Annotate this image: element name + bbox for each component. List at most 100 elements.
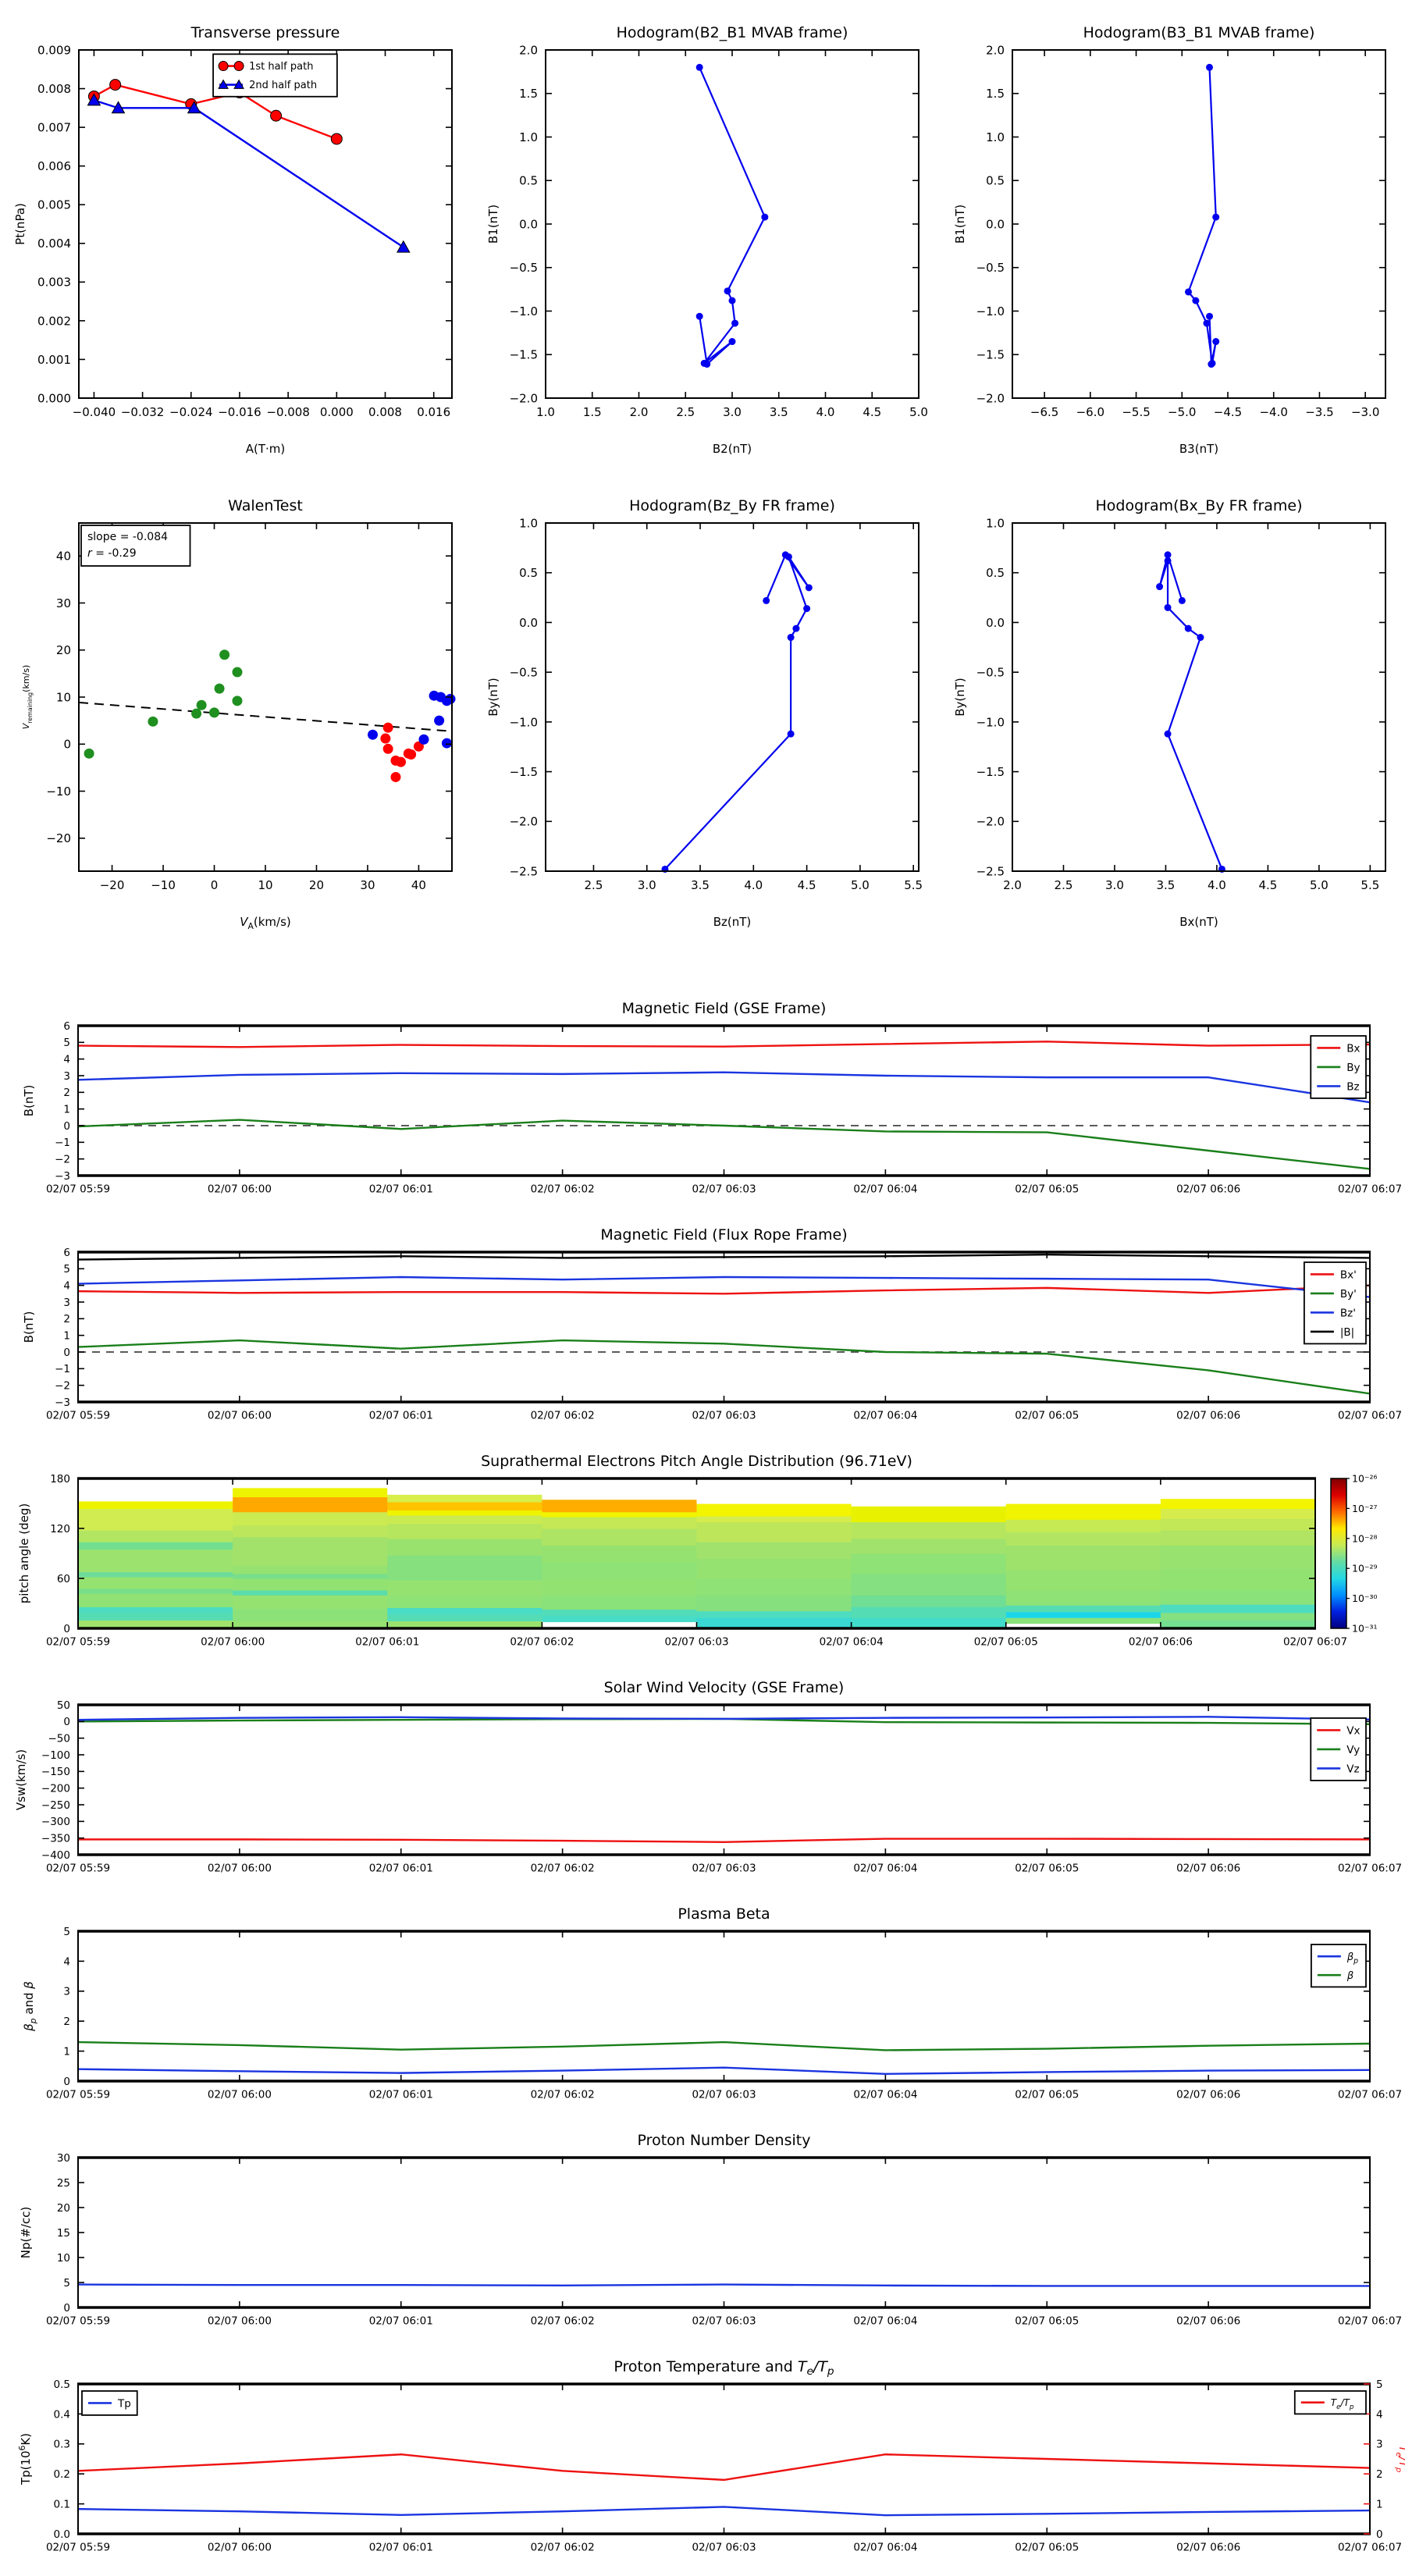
svg-text:02/07 06:00: 02/07 06:00 [208,1410,272,1422]
svg-text:0.000: 0.000 [37,391,71,405]
svg-text:02/07 06:02: 02/07 06:02 [531,1410,595,1422]
svg-text:Bx: Bx [1346,1042,1360,1055]
svg-text:0.2: 0.2 [54,2468,70,2481]
svg-text:02/07 06:05: 02/07 06:05 [1015,2315,1079,2328]
svg-text:40: 40 [411,878,426,892]
svg-text:−1.5: −1.5 [976,348,1005,362]
svg-text:−100: −100 [41,1749,70,1762]
svg-text:By: By [1346,1062,1360,1074]
svg-text:1.0: 1.0 [986,130,1005,144]
svg-text:0.004: 0.004 [37,237,71,251]
panel-row-1: Transverse pressure −0.040 −0.032 −0.024 −0.… [0,0,1405,465]
svg-text:−2.0: −2.0 [510,815,538,829]
chart-hodogram-bz-by: Hodogram(Bz_By FR frame) 2.5 3.0 3.5 4.0 4.5 5… [471,486,931,938]
svg-text:Hodogram(Bz_By FR frame): Hodogram(Bz_By FR frame) [629,497,835,514]
svg-text:Vy: Vy [1346,1744,1360,1756]
svg-text:02/07 06:01: 02/07 06:01 [369,2542,433,2554]
svg-text:−4.0: −4.0 [1259,405,1287,419]
svg-text:−200: −200 [41,1783,70,1795]
svg-text:10⁻²⁹: 10⁻²⁹ [1352,1563,1378,1574]
svg-text:50: 50 [57,1699,70,1712]
svg-text:3.0: 3.0 [723,405,742,419]
svg-text:02/07 06:02: 02/07 06:02 [531,2089,595,2101]
svg-text:Hodogram(B2_B1 MVAB frame): Hodogram(B2_B1 MVAB frame) [617,24,848,41]
svg-text:3: 3 [63,1297,70,1309]
svg-text:0: 0 [63,1120,70,1133]
svg-text:Plasma Beta: Plasma Beta [678,1905,770,1923]
svg-text:−2: −2 [55,1380,70,1393]
svg-text:Solar Wind Velocity (GSE Frame: Solar Wind Velocity (GSE Frame) [604,1679,845,1696]
svg-text:Suprathermal Electrons Pitch A: Suprathermal Electrons Pitch Angle Distr… [481,1453,912,1470]
svg-text:0.3: 0.3 [54,2439,70,2451]
svg-text:02/07 06:00: 02/07 06:00 [208,2542,272,2554]
svg-text:−0.008: −0.008 [266,405,310,419]
chart-hodogram-b3-b1: Hodogram(B3_B1 MVAB frame) −6.5 −6.0 −5.5 −5… [937,12,1398,465]
chart-magnetic-field-flux-rope: Magnetic Field (Flux Rope Frame) 02/07 05… [0,1221,1405,1439]
svg-text:3.0: 3.0 [1105,878,1124,892]
svg-text:5.0: 5.0 [1310,878,1329,892]
svg-text:2.0: 2.0 [1003,878,1022,892]
svg-text:02/07 06:07: 02/07 06:07 [1338,1863,1402,1875]
svg-text:−3.5: −3.5 [1305,405,1333,419]
svg-text:1.0: 1.0 [986,516,1005,530]
svg-text:Hodogram(Bx_By FR frame): Hodogram(Bx_By FR frame) [1095,497,1302,514]
svg-text:5: 5 [1376,2379,1383,2391]
svg-text:0.008: 0.008 [368,405,402,419]
svg-text:−400: −400 [41,1849,70,1862]
svg-text:2.5: 2.5 [676,405,695,419]
svg-text:3.5: 3.5 [1157,878,1176,892]
svg-text:0.0: 0.0 [519,217,538,231]
svg-text:−2.0: −2.0 [510,391,538,405]
svg-text:5: 5 [63,1037,70,1049]
svg-text:02/07 06:01: 02/07 06:01 [369,2315,433,2328]
svg-text:0.002: 0.002 [37,314,71,328]
svg-text:B2(nT): B2(nT) [713,442,752,456]
svg-text:0.001: 0.001 [37,353,71,367]
svg-text:−0.024: −0.024 [169,405,213,419]
svg-text:02/07 06:04: 02/07 06:04 [853,1183,917,1196]
svg-text:0: 0 [63,1623,70,1635]
svg-text:0.008: 0.008 [37,82,71,96]
svg-text:02/07 06:00: 02/07 06:00 [208,2315,272,2328]
svg-text:−0.5: −0.5 [510,261,538,275]
svg-text:1.5: 1.5 [583,405,602,419]
svg-text:5.5: 5.5 [1361,878,1379,892]
svg-text:−6.5: −6.5 [1030,405,1058,419]
svg-text:2.0: 2.0 [986,43,1005,57]
svg-text:−0.016: −0.016 [218,405,261,419]
chart-hodogram-bx-by: Hodogram(Bx_By FR frame) 2.0 2.5 3.0 3.5 4.0 4… [937,486,1398,938]
svg-text:3: 3 [63,1986,70,1998]
svg-text:−0.040: −0.040 [73,405,116,419]
svg-text:−4.5: −4.5 [1214,405,1242,419]
svg-text:120: 120 [50,1523,70,1535]
svg-text:25: 25 [57,2177,70,2190]
svg-text:02/07 06:05: 02/07 06:05 [1015,1863,1079,1875]
svg-text:2.5: 2.5 [585,878,603,892]
svg-text:02/07 06:00: 02/07 06:00 [208,1863,272,1875]
svg-text:10: 10 [258,878,272,892]
svg-text:20: 20 [56,643,71,657]
svg-text:pitch angle (deg): pitch angle (deg) [17,1503,31,1603]
svg-text:02/07 06:02: 02/07 06:02 [531,2315,595,2328]
svg-text:02/07 06:02: 02/07 06:02 [531,2542,595,2554]
svg-text:B(nT): B(nT) [22,1311,36,1343]
svg-text:0: 0 [1376,2528,1383,2541]
svg-text:−150: −150 [41,1766,70,1778]
svg-text:−1.5: −1.5 [510,765,538,779]
svg-text:−2.0: −2.0 [976,815,1005,829]
svg-text:βp and β: βp and β [22,1981,38,2032]
svg-text:2: 2 [1376,2468,1383,2481]
svg-text:02/07 06:06: 02/07 06:06 [1129,1636,1193,1649]
svg-text:5.0: 5.0 [909,405,928,419]
svg-text:02/07 05:59: 02/07 05:59 [46,1863,110,1875]
svg-text:3: 3 [63,1070,70,1083]
svg-text:02/07 06:04: 02/07 06:04 [853,2315,917,2328]
svg-text:02/07 06:07: 02/07 06:07 [1338,1410,1402,1422]
svg-text:02/07 06:04: 02/07 06:04 [853,1410,917,1422]
svg-text:0.5: 0.5 [986,566,1005,580]
svg-text:−0.032: −0.032 [121,405,165,419]
svg-text:|B|: |B| [1340,1326,1354,1339]
svg-text:4.5: 4.5 [798,878,816,892]
svg-text:Bz: Bz [1346,1080,1359,1093]
svg-text:Vx: Vx [1346,1724,1360,1737]
